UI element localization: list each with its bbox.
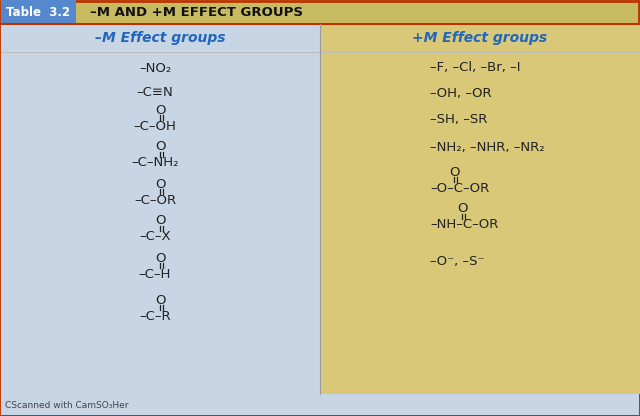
Text: –NH–C–OR: –NH–C–OR: [430, 218, 499, 231]
Text: O: O: [458, 203, 468, 215]
Text: O: O: [156, 294, 166, 307]
Text: +M Effect groups: +M Effect groups: [412, 31, 548, 45]
Text: –C–X: –C–X: [139, 230, 171, 243]
Bar: [320, 24, 640, 394]
Text: O: O: [156, 141, 166, 154]
Text: –SH, –SR: –SH, –SR: [430, 114, 488, 126]
Text: O: O: [156, 215, 166, 228]
Text: –C–OR: –C–OR: [134, 193, 176, 206]
Text: –NH₂, –NHR, –NR₂: –NH₂, –NHR, –NR₂: [430, 141, 545, 154]
Bar: [1, 394, 639, 415]
Text: –C–NH₂: –C–NH₂: [131, 156, 179, 169]
Text: –M AND +M EFFECT GROUPS: –M AND +M EFFECT GROUPS: [90, 5, 303, 18]
Text: –F, –Cl, –Br, –I: –F, –Cl, –Br, –I: [430, 62, 520, 74]
Text: CScanned with CamSO₃Her: CScanned with CamSO₃Her: [5, 401, 129, 409]
Bar: [1, 0, 76, 24]
Text: Table  3.2: Table 3.2: [6, 5, 70, 18]
Text: O: O: [156, 178, 166, 191]
Text: –C–H: –C–H: [139, 267, 171, 280]
Text: O: O: [156, 252, 166, 265]
Text: –O⁻, –S⁻: –O⁻, –S⁻: [430, 255, 484, 267]
Text: –M Effect groups: –M Effect groups: [95, 31, 225, 45]
Text: –NO₂: –NO₂: [139, 62, 171, 74]
Text: –C≡N: –C≡N: [136, 87, 173, 99]
Text: –C–R: –C–R: [139, 310, 171, 322]
Text: –OH, –OR: –OH, –OR: [430, 87, 492, 101]
Bar: [1, 24, 320, 394]
Text: O: O: [156, 104, 166, 116]
Text: –C–OH: –C–OH: [134, 119, 177, 133]
Text: –O–C–OR: –O–C–OR: [430, 181, 489, 195]
Text: O: O: [450, 166, 460, 178]
